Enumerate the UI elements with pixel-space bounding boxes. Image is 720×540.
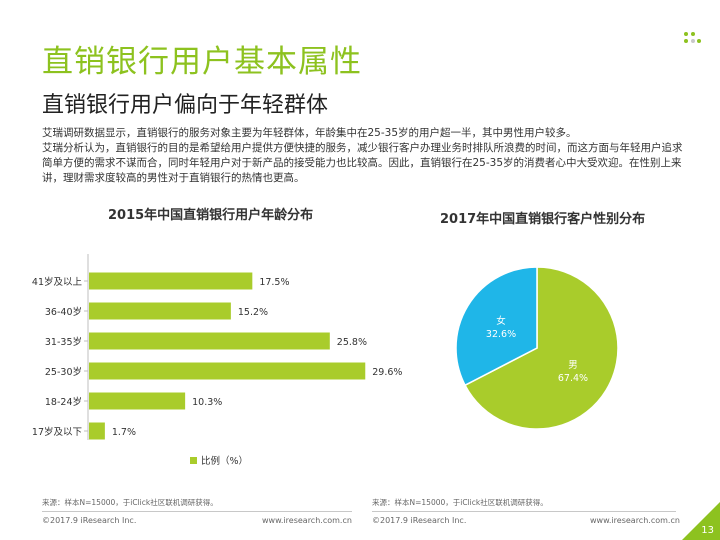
pie-slice-value: 32.6% [486, 329, 516, 340]
decorative-dots-icon [684, 32, 701, 43]
bar-value-label: 17.5% [259, 277, 289, 288]
y-tick-label: 17岁及以下 [32, 426, 82, 438]
y-tick-label: 36-40岁 [45, 306, 82, 318]
legend-label: 比例（%） [201, 455, 248, 467]
pie-slice [464, 266, 619, 430]
page-number: 13 [701, 525, 714, 536]
y-tick-label: 41岁及以上 [32, 276, 83, 288]
description-paragraph-2: 艾瑞分析认为，直销银行的目的是希望给用户提供方便快捷的服务，减少银行客户办理业务… [42, 142, 683, 184]
page-title: 直销银行用户基本属性 [42, 44, 362, 80]
pie-slice [455, 266, 538, 387]
pie-slice-value: 67.4% [558, 373, 588, 384]
bar-value-label: 29.6% [372, 367, 402, 378]
bar-value-label: 25.8% [337, 337, 367, 348]
legend-swatch [190, 457, 197, 464]
website-right: www.iresearch.com.cn [590, 516, 680, 525]
page-subtitle: 直销银行用户偏向于年轻群体 [42, 93, 329, 118]
website-left: www.iresearch.com.cn [262, 516, 352, 525]
bar [89, 422, 105, 440]
footer-divider-right [372, 511, 676, 512]
footer-divider-left [42, 511, 352, 512]
description-paragraph-1: 艾瑞调研数据显示，直销银行的服务对象主要为年轻群体，年龄集中在25-35岁的用户… [42, 127, 577, 139]
y-tick-label: 31-35岁 [45, 336, 82, 348]
bar [89, 272, 253, 290]
bar-value-label: 10.3% [192, 397, 222, 408]
copyright-left: ©2017.9 iResearch Inc. [42, 516, 137, 525]
bar-value-label: 15.2% [238, 307, 268, 318]
bar-value-label: 1.7% [112, 427, 136, 438]
copyright-right: ©2017.9 iResearch Inc. [372, 516, 467, 525]
y-tick-label: 25-30岁 [45, 366, 82, 378]
pie-slice-label: 男 [568, 360, 578, 371]
pie-slice-label: 女 [496, 315, 506, 327]
bar [89, 302, 231, 320]
description: 艾瑞调研数据显示，直销银行的服务对象主要为年轻群体，年龄集中在25-35岁的用户… [42, 126, 692, 186]
y-tick-label: 18-24岁 [45, 396, 82, 408]
age-bar-chart: 41岁及以上 17.5% 36-40岁 15.2% 31-35岁 25.8% 25-30岁 2… [32, 254, 402, 467]
gender-chart-title: 2017年中国直销银行客户性别分布 [440, 212, 646, 227]
source-note-right: 来源：样本N=15000，于iClick社区联机调研获得。 [372, 498, 548, 507]
bar [89, 392, 186, 410]
bar [89, 362, 366, 380]
source-note-left: 来源：样本N=15000，于iClick社区联机调研获得。 [42, 498, 218, 507]
age-chart-title: 2015年中国直销银行用户年龄分布 [108, 208, 314, 223]
bar [89, 332, 330, 350]
page-corner-triangle [682, 502, 720, 540]
gender-pie-chart: 男 67.4% 女 32.6% [455, 266, 619, 430]
